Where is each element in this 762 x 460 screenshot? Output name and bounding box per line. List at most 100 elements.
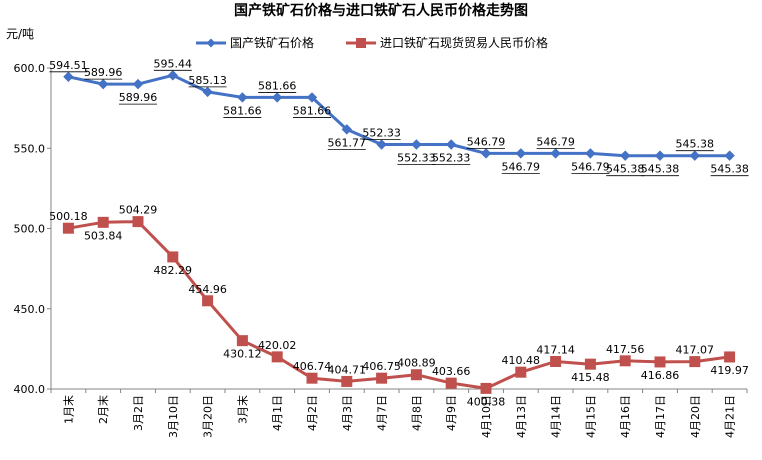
chart-title: 国产铁矿石价格与进口铁矿石人民币价格走势图 bbox=[234, 2, 528, 19]
axes: 400.0 450.0 500.0 550.0 600.0 1月末 2月末 3月2日 3月10日… bbox=[14, 62, 748, 438]
data-point bbox=[202, 295, 214, 307]
series-line bbox=[68, 73, 730, 158]
data-label: 585.13 bbox=[188, 74, 227, 87]
data-label: 581.66 bbox=[258, 79, 297, 92]
x-tick-label: 4月21日 bbox=[724, 395, 737, 438]
data-label: 503.84 bbox=[84, 229, 123, 242]
x-tick-label: 4月15日 bbox=[584, 395, 597, 438]
x-tick-label: 3月20日 bbox=[202, 395, 215, 438]
data-label: 417.07 bbox=[676, 344, 715, 357]
x-tick-label: 4月9日 bbox=[445, 395, 458, 431]
data-label: 419.97 bbox=[710, 364, 749, 377]
data-point bbox=[724, 351, 736, 363]
data-point bbox=[376, 139, 387, 150]
data-point bbox=[445, 139, 457, 150]
data-point bbox=[271, 351, 283, 363]
series-2: 500.18 503.84 504.29 482.29 454.96 430.12420.… bbox=[49, 204, 749, 409]
data-point bbox=[132, 216, 144, 228]
data-point bbox=[271, 92, 283, 103]
x-tick-label: 4月3日 bbox=[341, 395, 354, 431]
x-tick-label: 4月20日 bbox=[689, 395, 702, 438]
legend: 国产铁矿石价格 进口铁矿石现货贸易人民币价格 bbox=[196, 35, 548, 50]
data-point bbox=[62, 222, 74, 234]
x-tick-label: 4月1日 bbox=[271, 395, 284, 431]
data-point bbox=[341, 375, 353, 387]
data-point bbox=[97, 216, 109, 228]
y-tick-label: 600.0 bbox=[14, 62, 46, 75]
data-point bbox=[619, 150, 631, 161]
data-label: 594.51 bbox=[49, 59, 88, 72]
data-point bbox=[550, 148, 561, 159]
data-label: 406.75 bbox=[362, 360, 401, 373]
x-tick-label: 4月2日 bbox=[306, 395, 319, 431]
data-label: 410.48 bbox=[502, 354, 541, 367]
data-label: 454.96 bbox=[188, 283, 227, 296]
data-point bbox=[724, 150, 735, 161]
data-label: 408.89 bbox=[397, 357, 436, 370]
data-label: 581.66 bbox=[223, 104, 262, 117]
legend-item-2: 进口铁矿石现货贸易人民币价格 bbox=[346, 35, 548, 50]
x-tick-label: 4月13日 bbox=[515, 395, 528, 438]
data-label: 561.77 bbox=[328, 136, 367, 149]
data-label: 552.33 bbox=[362, 127, 401, 140]
data-point bbox=[689, 150, 701, 161]
x-tick-label: 4月14日 bbox=[550, 395, 563, 438]
x-tick-label: 2月末 bbox=[96, 395, 110, 424]
data-label: 546.79 bbox=[571, 160, 610, 173]
data-label: 589.96 bbox=[84, 66, 123, 79]
data-label: 406.74 bbox=[293, 360, 332, 373]
legend-label: 进口铁矿石现货贸易人民币价格 bbox=[380, 35, 548, 50]
data-point bbox=[167, 251, 179, 263]
data-label: 403.66 bbox=[432, 365, 471, 378]
data-point bbox=[515, 148, 527, 159]
data-label: 430.12 bbox=[223, 348, 262, 361]
data-point bbox=[97, 78, 109, 90]
x-tick-label: 4月16日 bbox=[619, 395, 632, 438]
data-point bbox=[411, 139, 422, 150]
data-label: 404.71 bbox=[328, 363, 367, 376]
data-label: 400.38 bbox=[467, 395, 506, 408]
data-point bbox=[689, 356, 701, 368]
data-label: 545.38 bbox=[676, 138, 715, 151]
x-tick-label: 4月8日 bbox=[410, 395, 423, 431]
data-point bbox=[236, 335, 248, 347]
data-label: 420.02 bbox=[258, 339, 297, 352]
data-label: 500.18 bbox=[49, 210, 88, 223]
data-point bbox=[445, 377, 457, 389]
data-label: 417.56 bbox=[606, 343, 645, 356]
series-layer: 594.51589.96589.96595.44585.13581.66581.… bbox=[49, 57, 749, 408]
legend-swatch-marker bbox=[356, 38, 366, 48]
data-point bbox=[306, 92, 318, 103]
data-label: 546.79 bbox=[502, 160, 541, 173]
data-label: 546.79 bbox=[467, 135, 506, 148]
series-line bbox=[68, 220, 730, 390]
y-tick-label: 550.0 bbox=[14, 142, 46, 155]
data-label: 416.86 bbox=[641, 369, 680, 382]
data-label: 545.38 bbox=[606, 163, 645, 176]
x-tick-label: 3月10日 bbox=[167, 395, 180, 438]
series-1: 594.51589.96589.96595.44585.13581.66581.… bbox=[49, 57, 749, 177]
data-label: 595.44 bbox=[154, 57, 193, 70]
data-point bbox=[306, 372, 318, 384]
data-point bbox=[515, 366, 527, 378]
data-point bbox=[237, 92, 248, 103]
data-label: 552.33 bbox=[432, 152, 471, 165]
x-tick-label: 3月末 bbox=[235, 395, 249, 424]
y-tick-label: 450.0 bbox=[14, 303, 46, 316]
data-label: 417.14 bbox=[536, 343, 575, 356]
data-label: 415.48 bbox=[571, 371, 610, 384]
x-tick-label: 1月末 bbox=[61, 395, 75, 424]
data-label: 545.38 bbox=[710, 163, 749, 176]
data-label: 546.79 bbox=[536, 135, 575, 148]
data-point bbox=[63, 71, 74, 83]
x-tick-label: 3月2日 bbox=[132, 395, 145, 431]
data-point bbox=[654, 356, 666, 368]
data-label: 589.96 bbox=[119, 91, 158, 104]
x-tick-label: 4月17日 bbox=[654, 395, 667, 438]
y-tick-label: 500.0 bbox=[14, 223, 46, 236]
data-label: 581.66 bbox=[293, 104, 332, 117]
x-tick-label: 4月7日 bbox=[376, 395, 389, 431]
data-point bbox=[480, 148, 492, 159]
